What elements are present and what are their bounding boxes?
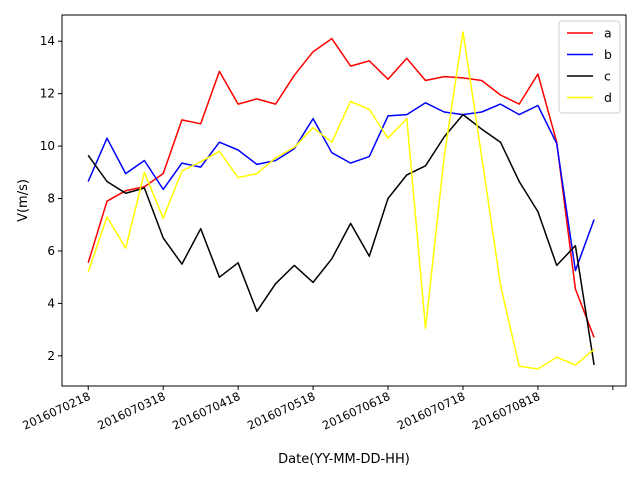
- y-tick-label: 8: [47, 192, 55, 206]
- legend-label-a: a: [604, 26, 612, 41]
- x-tick-label: 2016070818: [470, 389, 542, 433]
- y-axis-label: V(m/s): [16, 179, 31, 222]
- plot-area: [87, 31, 595, 370]
- plot-frame: [61, 14, 627, 387]
- legend-frame: [558, 20, 621, 114]
- y-tick-label: 10: [40, 139, 55, 153]
- series-line-b: [87, 102, 595, 272]
- y-tick-label: 14: [40, 34, 55, 48]
- y-axis: 2 4 6 8 10 12 14: [40, 34, 62, 363]
- y-tick-label: 12: [40, 87, 55, 101]
- series-line-a: [87, 37, 595, 338]
- x-tick-label: 2016070718: [395, 389, 467, 433]
- x-axis-label: Date(YY-MM-DD-HH): [278, 452, 410, 467]
- legend-label-c: c: [604, 69, 611, 84]
- y-tick-label: 4: [47, 296, 55, 310]
- series-line-d: [87, 31, 595, 370]
- x-tick-label: 2016070518: [245, 389, 317, 433]
- legend-label-d: d: [604, 90, 612, 105]
- series-line-c: [87, 113, 595, 366]
- y-tick-label: 6: [47, 244, 55, 258]
- x-tick-label: 2016070218: [20, 389, 92, 433]
- x-tick-label: 2016070618: [320, 389, 392, 433]
- x-axis: 2016070218 2016070318 2016070418 2016070518…: [20, 386, 614, 433]
- legend-label-b: b: [604, 47, 612, 62]
- y-tick-label: 2: [47, 349, 55, 363]
- x-tick-label: 2016070318: [95, 389, 167, 433]
- x-tick-label: 2016070418: [170, 389, 242, 433]
